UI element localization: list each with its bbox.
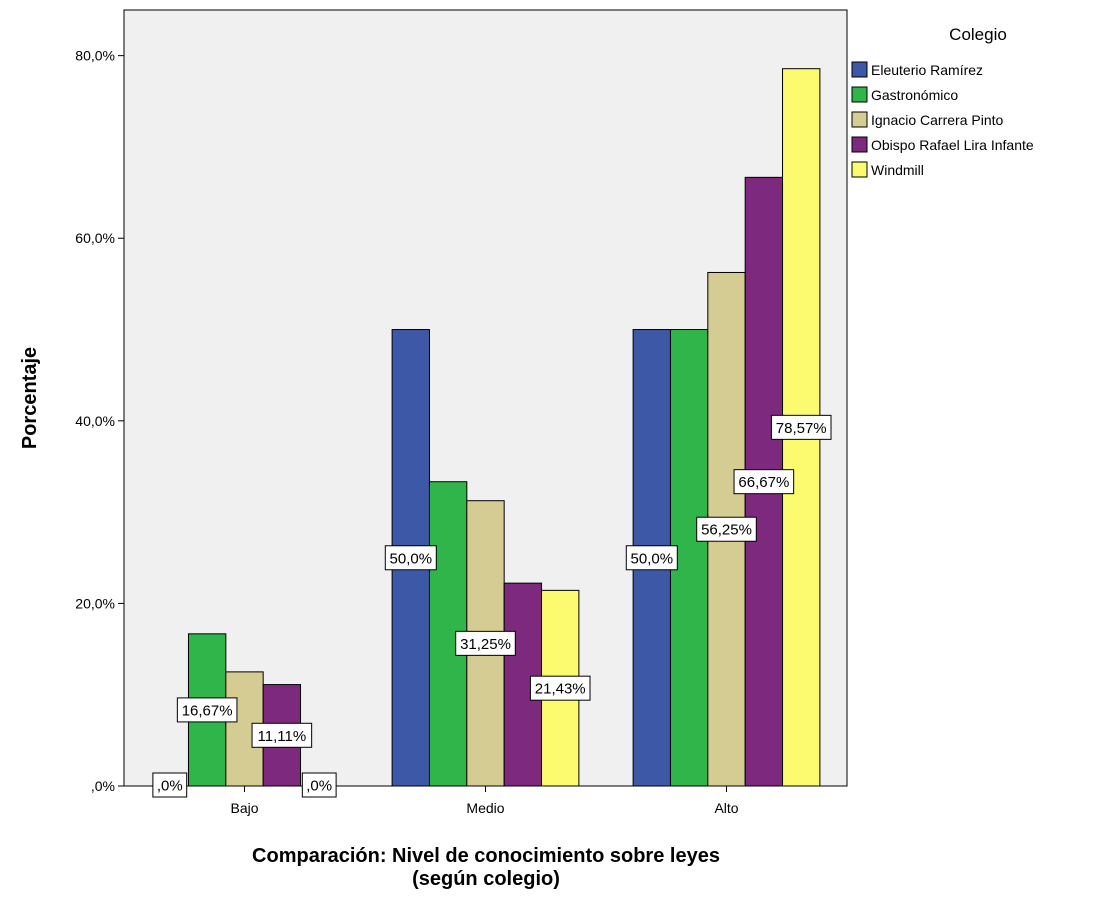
data-label-text: 50,0% <box>631 550 674 567</box>
data-label-text: 56,25% <box>701 522 752 539</box>
y-tick-label: ,0% <box>91 778 115 794</box>
data-label-box <box>733 469 795 495</box>
x-axis-title-line2: (según colegio) <box>412 868 560 890</box>
data-label-alto-windmill: 78,57% <box>770 414 832 440</box>
x-axis: Bajo Medio Alto <box>230 786 739 816</box>
data-label-bajo-windmill: ,0% <box>301 772 337 798</box>
data-label-medio-ignacio-carrera-pinto: 31,25% <box>455 630 516 656</box>
legend-label: Windmill <box>871 162 924 178</box>
data-label-box <box>251 722 313 748</box>
legend-label: Ignacio Carrera Pinto <box>871 112 1004 128</box>
data-label-box <box>696 516 757 542</box>
legend-swatch <box>851 161 868 178</box>
x-tick-label: Medio <box>466 800 504 816</box>
data-label-text: ,0% <box>157 778 183 795</box>
y-axis-title: Porcentaje <box>19 347 41 449</box>
legend-item-gastronomico: Gastronómico <box>851 86 958 103</box>
data-label-text: ,0% <box>306 778 332 795</box>
data-label-text: 78,57% <box>776 420 827 437</box>
data-label-alto-eleuterio-ramirez: 50,0% <box>625 545 678 571</box>
data-label-text: 50,0% <box>390 550 433 567</box>
legend-label: Gastronómico <box>871 87 958 103</box>
legend-swatch <box>851 111 868 128</box>
data-label-text: 11,11% <box>258 728 307 745</box>
legend-item-obispo-rafael-lira-infante: Obispo Rafael Lira Infante <box>851 136 1034 153</box>
data-label-box <box>384 545 437 571</box>
legend-label: Obispo Rafael Lira Infante <box>871 137 1034 153</box>
y-tick-label: 40,0% <box>75 413 115 429</box>
data-label-bajo-eleuterio-ramirez: ,0% <box>152 772 188 798</box>
data-label-bajo-obispo-rafael-lira-infante: 11,11% <box>251 722 313 748</box>
data-label-text: 21,43% <box>535 681 586 698</box>
y-tick-label: 60,0% <box>75 230 115 246</box>
legend-item-eleuterio-ramirez: Eleuterio Ramírez <box>851 61 983 78</box>
legend-label: Eleuterio Ramírez <box>871 62 983 78</box>
data-label-text: 66,67% <box>738 474 789 491</box>
data-label-medio-windmill: 21,43% <box>529 675 591 701</box>
y-tick-label: 20,0% <box>75 595 115 611</box>
legend-title: Colegio <box>949 25 1007 44</box>
data-label-box <box>770 414 832 440</box>
y-tick-label: 80,0% <box>75 48 115 64</box>
data-label-box <box>625 545 678 571</box>
x-tick-label: Alto <box>714 800 738 816</box>
data-label-text: 16,67% <box>182 702 233 719</box>
data-label-medio-eleuterio-ramirez: 50,0% <box>384 545 437 571</box>
x-axis-title-line1: Comparación: Nivel de conocimiento sobre… <box>252 845 720 867</box>
legend-item-ignacio-carrera-pinto: Ignacio Carrera Pinto <box>851 111 1004 128</box>
data-label-alto-ignacio-carrera-pinto: 56,25% <box>696 516 757 542</box>
legend-items: Eleuterio Ramírez Gastronómico Ignacio Car… <box>851 61 1034 178</box>
data-label-box <box>455 630 516 656</box>
x-tick-label: Bajo <box>230 800 258 816</box>
data-label-box <box>301 772 337 798</box>
data-label-box <box>152 772 188 798</box>
data-label-text: 31,25% <box>460 636 511 653</box>
legend: Colegio Eleuterio Ramírez Gastronómico Ign… <box>851 25 1034 178</box>
legend-swatch <box>851 61 868 78</box>
legend-item-windmill: Windmill <box>851 161 924 178</box>
data-label-alto-obispo-rafael-lira-infante: 66,67% <box>733 469 795 495</box>
legend-swatch <box>851 86 868 103</box>
y-axis: ,0% 20,0% 40,0% 60,0% 80,0% <box>75 48 124 794</box>
legend-swatch <box>851 136 868 153</box>
data-labels-group: ,0% 16,67% 11,11% ,0% 50,0% 31,25% 21,43% 50,0%… <box>152 414 832 798</box>
data-label-box <box>529 675 591 701</box>
data-label-box <box>176 697 238 723</box>
data-label-bajo-gastronomico: 16,67% <box>176 697 238 723</box>
